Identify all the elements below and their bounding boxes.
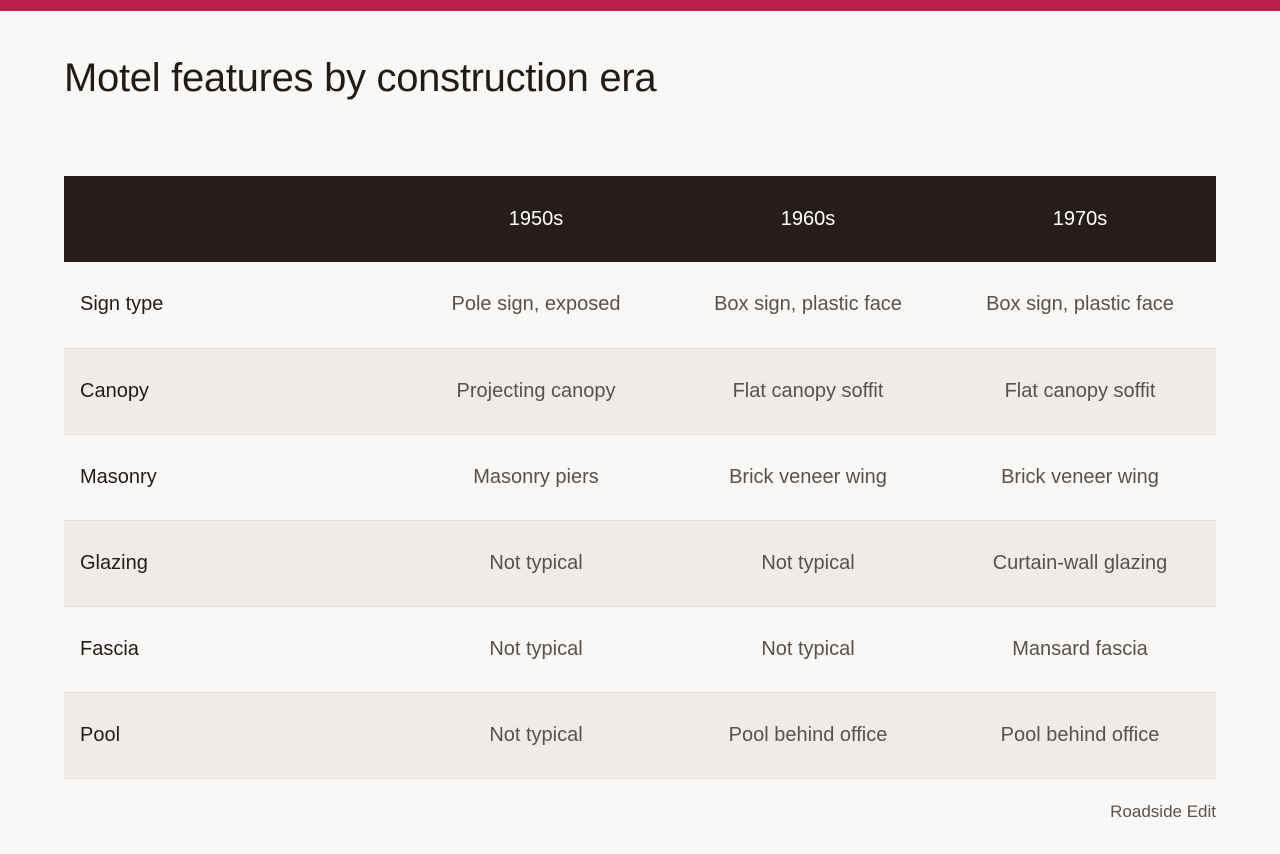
table-cell: Box sign, plastic face bbox=[714, 293, 902, 316]
row-label: Canopy bbox=[80, 379, 149, 402]
table-row: Masonry Masonry piers Brick veneer wing … bbox=[64, 434, 1216, 520]
table-cell: Curtain-wall glazing bbox=[992, 551, 1168, 574]
table-row: Canopy Projecting canopy Flat canopy sof… bbox=[64, 348, 1216, 434]
source-credit: Roadside Edit bbox=[1110, 802, 1216, 821]
table-cell: Masonry piers bbox=[473, 465, 599, 488]
row-label: Pool bbox=[80, 723, 121, 746]
page-title: Motel features by construction era bbox=[64, 56, 657, 100]
table-cell: Not typical bbox=[489, 723, 583, 746]
table-cell: Not typical bbox=[489, 637, 583, 660]
table-row: Pool Not typical Pool behind office Pool… bbox=[64, 692, 1216, 778]
table-cell: Pool behind office bbox=[728, 723, 888, 746]
table-cell: Flat canopy soffit bbox=[732, 379, 884, 402]
accent-bar bbox=[0, 0, 1280, 11]
header-cell-1970s: 1970s bbox=[1052, 207, 1108, 230]
table-cell: Projecting canopy bbox=[456, 379, 616, 402]
table-cell: Pole sign, exposed bbox=[451, 293, 621, 316]
table-row: Glazing Not typical Not typical Curtain-… bbox=[64, 520, 1216, 606]
table-cell: Pool behind office bbox=[1000, 723, 1160, 746]
row-label: Glazing bbox=[80, 551, 148, 574]
table-row: Fascia Not typical Not typical Mansard f… bbox=[64, 606, 1216, 692]
table-cell: Box sign, plastic face bbox=[986, 293, 1174, 316]
table-row: Sign type Pole sign, exposed Box sign, p… bbox=[64, 262, 1216, 348]
header-cell-1950s: 1950s bbox=[508, 207, 564, 230]
table-cell: Brick veneer wing bbox=[729, 465, 887, 488]
row-label: Fascia bbox=[80, 637, 139, 660]
table-cell: Flat canopy soffit bbox=[1004, 379, 1156, 402]
header-cell-feature bbox=[64, 176, 400, 262]
features-table: 1950s 1960s 1970s Sign type Pole sign, e… bbox=[64, 176, 1216, 779]
row-label: Masonry bbox=[80, 465, 157, 488]
table-cell: Not typical bbox=[761, 551, 855, 574]
table-header-row: 1950s 1960s 1970s bbox=[64, 176, 1216, 262]
table-cell: Mansard fascia bbox=[1012, 637, 1148, 660]
table-cell: Brick veneer wing bbox=[1001, 465, 1159, 488]
table-cell: Not typical bbox=[761, 637, 855, 660]
header-cell-1960s: 1960s bbox=[780, 207, 836, 230]
row-label: Sign type bbox=[80, 293, 164, 316]
table-cell: Not typical bbox=[489, 551, 583, 574]
